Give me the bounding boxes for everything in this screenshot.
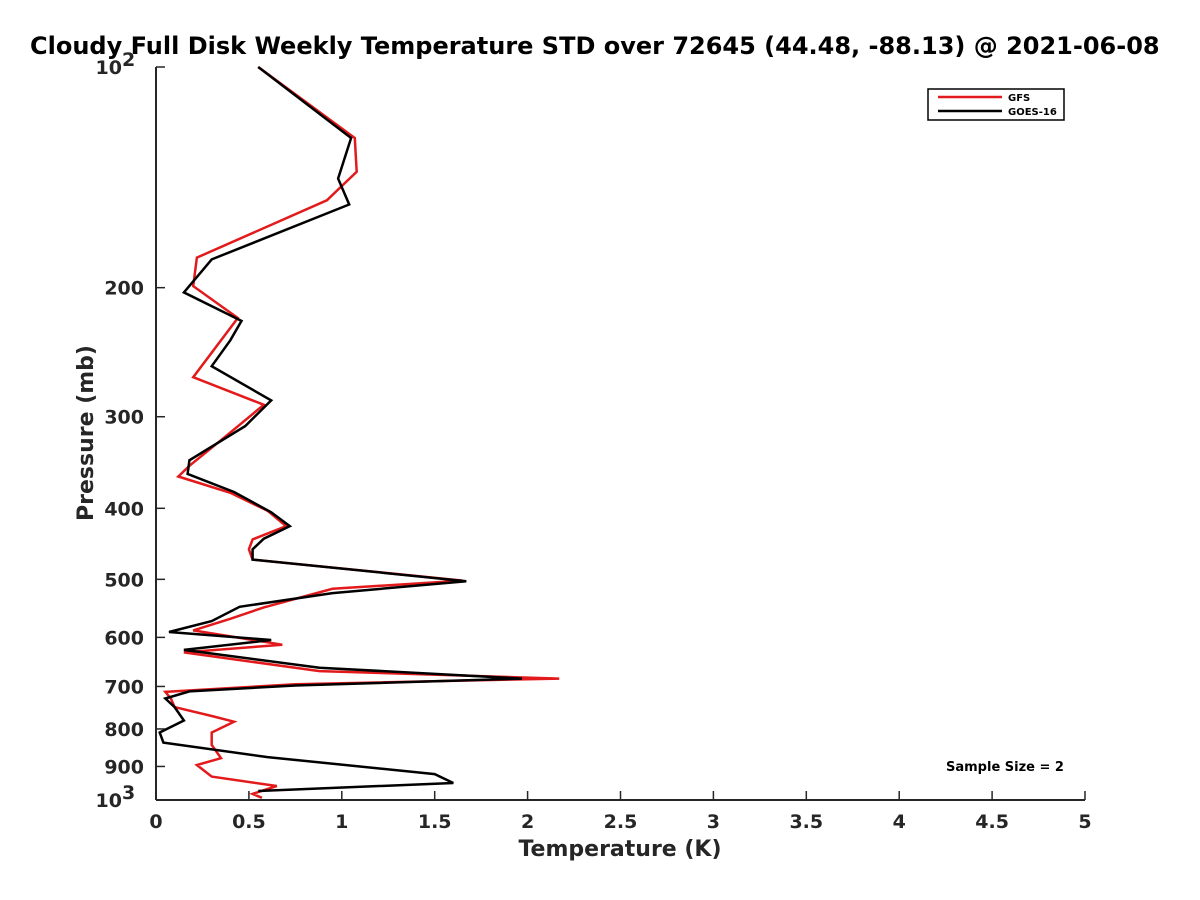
y-tick-label: 700 xyxy=(104,676,144,698)
y-tick-label: 300 xyxy=(104,407,144,429)
x-tick-label: 5 xyxy=(1078,811,1091,833)
x-ticks: 0 0.5 1 1.5 2 2.5 3 3.5 4 4.5 5 xyxy=(149,791,1092,833)
x-tick-label: 0.5 xyxy=(232,811,266,833)
y-tick-label: 10 xyxy=(96,790,122,812)
legend-box xyxy=(927,88,1065,121)
series-line-gfs xyxy=(162,65,560,799)
x-tick-label: 1 xyxy=(335,811,348,833)
legend-label: GOES-16 xyxy=(1008,107,1057,118)
y-tick-label: 10 xyxy=(96,57,122,79)
x-tick-label: 4 xyxy=(893,811,906,833)
sample-size-annotation: Sample Size = 2 xyxy=(946,760,1064,775)
y-tick-label: 800 xyxy=(104,719,144,741)
x-tick-label: 2 xyxy=(521,811,534,833)
y-tick-label: 500 xyxy=(104,569,144,591)
legend: GFS GOES-16 xyxy=(927,88,1065,121)
legend-label: GFS xyxy=(1008,93,1030,104)
y-tick-exponent: 3 xyxy=(122,782,135,804)
y-tick-label: 600 xyxy=(104,627,144,649)
y-tick-label: 900 xyxy=(104,756,144,778)
data-lines xyxy=(158,65,560,799)
x-tick-label: 3.5 xyxy=(789,811,823,833)
x-tick-label: 4.5 xyxy=(975,811,1009,833)
x-tick-label: 3 xyxy=(707,811,720,833)
x-axis-label: Temperature (K) xyxy=(518,837,721,862)
chart-title: Cloudy Full Disk Weekly Temperature STD … xyxy=(30,32,1160,60)
y-tick-label: 400 xyxy=(104,498,144,520)
y-axis-label: Pressure (mb) xyxy=(74,345,99,521)
x-tick-label: 0 xyxy=(149,811,162,833)
series-line-goes-16 xyxy=(158,66,523,793)
y-tick-label: 200 xyxy=(104,278,144,300)
x-tick-label: 2.5 xyxy=(604,811,638,833)
y-tick-exponent: 2 xyxy=(122,49,135,71)
x-tick-label: 1.5 xyxy=(418,811,452,833)
